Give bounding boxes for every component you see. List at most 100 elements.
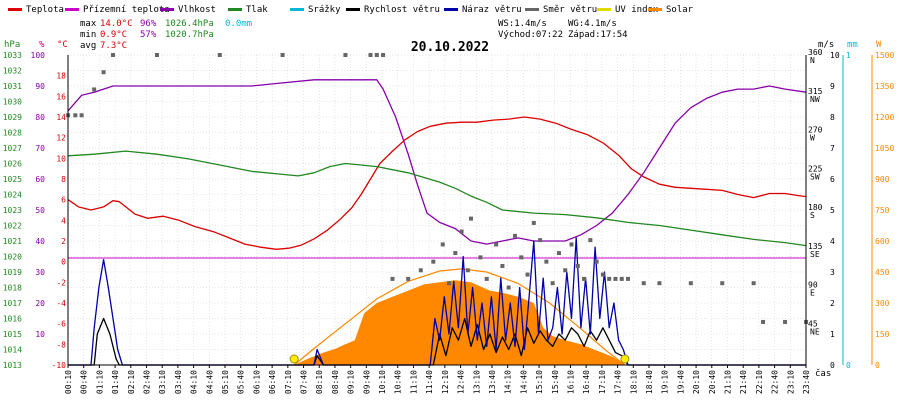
x-tick-label: 06:40 bbox=[268, 370, 277, 394]
pressure-tick-label: 1026 bbox=[3, 160, 22, 169]
direction-compass-label: E bbox=[810, 289, 815, 298]
wind-direction-point bbox=[217, 53, 222, 57]
wind-direction-point bbox=[626, 276, 631, 281]
x-tick-label: 00:40 bbox=[80, 370, 89, 394]
direction-compass-label: W bbox=[810, 134, 815, 143]
pressure-tick-label: 1028 bbox=[3, 129, 22, 138]
humidity-tick-label: 80 bbox=[35, 113, 45, 122]
x-tick-label: 19:10 bbox=[661, 370, 670, 394]
wind-tick-label: 10 bbox=[830, 51, 840, 60]
wind-tick-label: 3 bbox=[830, 268, 835, 277]
wind-direction-point bbox=[550, 281, 555, 286]
wind-direction-point bbox=[494, 242, 499, 247]
humidity-tick-label: 40 bbox=[35, 237, 45, 246]
temperature-tick-label: -6 bbox=[56, 320, 66, 329]
direction-compass-label: NW bbox=[810, 95, 820, 104]
x-tick-label: 13:40 bbox=[488, 370, 497, 394]
x-tick-label: 22:40 bbox=[771, 370, 780, 394]
wind-direction-point bbox=[506, 285, 511, 290]
temperature-tick-label: 12 bbox=[56, 134, 66, 143]
pressure-tick-label: 1013 bbox=[3, 361, 22, 370]
wind-unit: m/s bbox=[818, 40, 834, 50]
stats-min-label: min bbox=[80, 30, 96, 40]
x-tick-label: 12:40 bbox=[457, 370, 466, 394]
direction-compass-label: NE bbox=[810, 327, 820, 336]
temperature-tick-label: -10 bbox=[52, 361, 67, 370]
humidity-line bbox=[67, 79, 807, 245]
legend-label: Vlhkost bbox=[178, 5, 216, 15]
wind-direction-point bbox=[418, 268, 423, 273]
x-tick-label: 09:40 bbox=[362, 370, 371, 394]
pressure-tick-label: 1025 bbox=[3, 175, 22, 184]
wind-speed-avg: WS:1.4m/s bbox=[498, 19, 547, 29]
legend-label: Rychlost větru bbox=[364, 5, 440, 15]
x-tick-label: 14:40 bbox=[519, 370, 528, 394]
wind-tick-label: 1 bbox=[830, 330, 835, 339]
wind-direction-point bbox=[607, 276, 612, 281]
wind-direction-point bbox=[569, 242, 574, 247]
legend-swatch bbox=[290, 8, 304, 11]
temperature-tick-label: 0 bbox=[61, 258, 66, 267]
wind-direction-point bbox=[406, 276, 411, 281]
legend-label: Přízemní teplota bbox=[83, 5, 170, 15]
wind-direction-point bbox=[657, 281, 662, 286]
direction-tick-label: 270 bbox=[808, 126, 823, 135]
solar-tick-label: 600 bbox=[875, 237, 890, 246]
pressure-tick-label: 1032 bbox=[3, 67, 22, 76]
wind-direction-point bbox=[556, 251, 561, 256]
time-axis-label: čas bbox=[815, 368, 831, 379]
wind-tick-label: 6 bbox=[830, 175, 835, 184]
wind-direction-point bbox=[531, 220, 536, 225]
humidity-tick-label: 90 bbox=[35, 82, 45, 91]
legend-swatch bbox=[8, 8, 22, 11]
wind-info: WS:1.4m/s WG:4.1m/s Východ:07:22 Západ:1… bbox=[498, 19, 628, 40]
legend-swatch bbox=[648, 8, 662, 11]
legend-swatch bbox=[65, 8, 79, 11]
x-tick-label: 07:40 bbox=[300, 370, 309, 394]
x-tick-label: 15:10 bbox=[535, 370, 544, 394]
wind-direction-point bbox=[544, 259, 549, 264]
chart-title: 20.10.2022 bbox=[411, 40, 489, 55]
temperature-tick-label: 10 bbox=[56, 154, 66, 163]
legend-label: Srážky bbox=[308, 5, 341, 15]
legend-label: Směr větru bbox=[543, 5, 597, 15]
temperature-line bbox=[67, 116, 807, 250]
solar-area bbox=[294, 280, 625, 365]
legend-label: UV index bbox=[615, 5, 659, 15]
pressure-tick-label: 1017 bbox=[3, 299, 22, 308]
wind-direction-point bbox=[280, 53, 285, 57]
legend-swatch bbox=[525, 8, 539, 11]
wind-direction-point bbox=[751, 281, 756, 286]
wind-direction-point bbox=[761, 319, 766, 324]
stats-min-temp: 0.9°C bbox=[100, 30, 127, 40]
x-tick-label: 09:10 bbox=[347, 370, 356, 394]
x-tick-label: 18:40 bbox=[645, 370, 654, 394]
pressure-tick-label: 1018 bbox=[3, 284, 22, 293]
temperature-tick-label: 2 bbox=[61, 237, 66, 246]
x-tick-label: 23:10 bbox=[786, 370, 795, 394]
x-tick-label: 03:40 bbox=[174, 370, 183, 394]
solar-tick-label: 150 bbox=[875, 330, 890, 339]
stats-max-humidity: 96% bbox=[140, 19, 157, 29]
legend-label: Solar bbox=[666, 5, 694, 15]
temperature-tick-label: -8 bbox=[56, 340, 66, 349]
stats-block: max 14.0°C 96% 1026.4hPa 0.0mm min 0.9°C… bbox=[80, 19, 252, 51]
wind-direction-point bbox=[641, 281, 646, 286]
wind-direction-point bbox=[469, 216, 474, 221]
direction-tick-label: 360 bbox=[808, 48, 823, 57]
humidity-tick-label: 60 bbox=[35, 175, 45, 184]
wind-direction-point bbox=[613, 276, 618, 281]
wind-direction-point bbox=[111, 53, 116, 57]
legend-swatch bbox=[160, 8, 174, 11]
sun-markers bbox=[289, 354, 630, 364]
wind-direction-point bbox=[594, 259, 599, 264]
wind-tick-label: 8 bbox=[830, 113, 835, 122]
x-tick-label: 02:40 bbox=[143, 370, 152, 394]
humidity-tick-label: 30 bbox=[35, 268, 45, 277]
pressure-tick-label: 1022 bbox=[3, 222, 22, 231]
direction-tick-label: 315 bbox=[808, 87, 823, 96]
wind-direction-point bbox=[79, 113, 84, 118]
solar-tick-label: 1500 bbox=[875, 51, 894, 60]
x-tick-label: 12:10 bbox=[441, 370, 450, 394]
pressure-tick-label: 1029 bbox=[3, 113, 22, 122]
